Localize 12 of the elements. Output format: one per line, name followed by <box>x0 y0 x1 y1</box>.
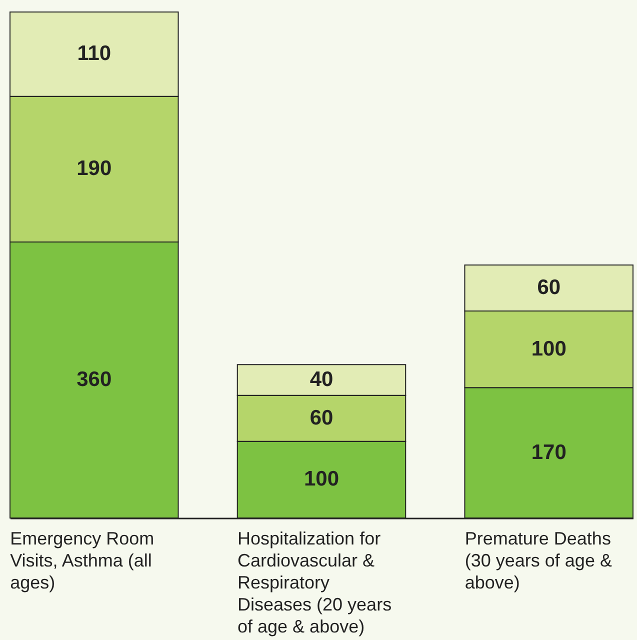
data-label: 100 <box>531 337 566 360</box>
data-label: 110 <box>77 42 112 66</box>
data-label: 170 <box>531 440 566 464</box>
data-label: 40 <box>310 368 334 391</box>
x-tick-label: Emergency Room Visits, Asthma (all ages) <box>10 528 154 592</box>
x-tick-label: Hospitalization for Cardiovascular & Respiratory Diseases (20 years of age & above) <box>238 528 392 636</box>
data-label: 190 <box>76 157 112 180</box>
data-label: 60 <box>537 276 561 299</box>
data-label: 360 <box>76 368 112 391</box>
data-label: 60 <box>310 406 334 430</box>
data-label: 100 <box>304 468 340 491</box>
x-tick-label: Premature Deaths (30 years of age & above) <box>464 528 612 592</box>
